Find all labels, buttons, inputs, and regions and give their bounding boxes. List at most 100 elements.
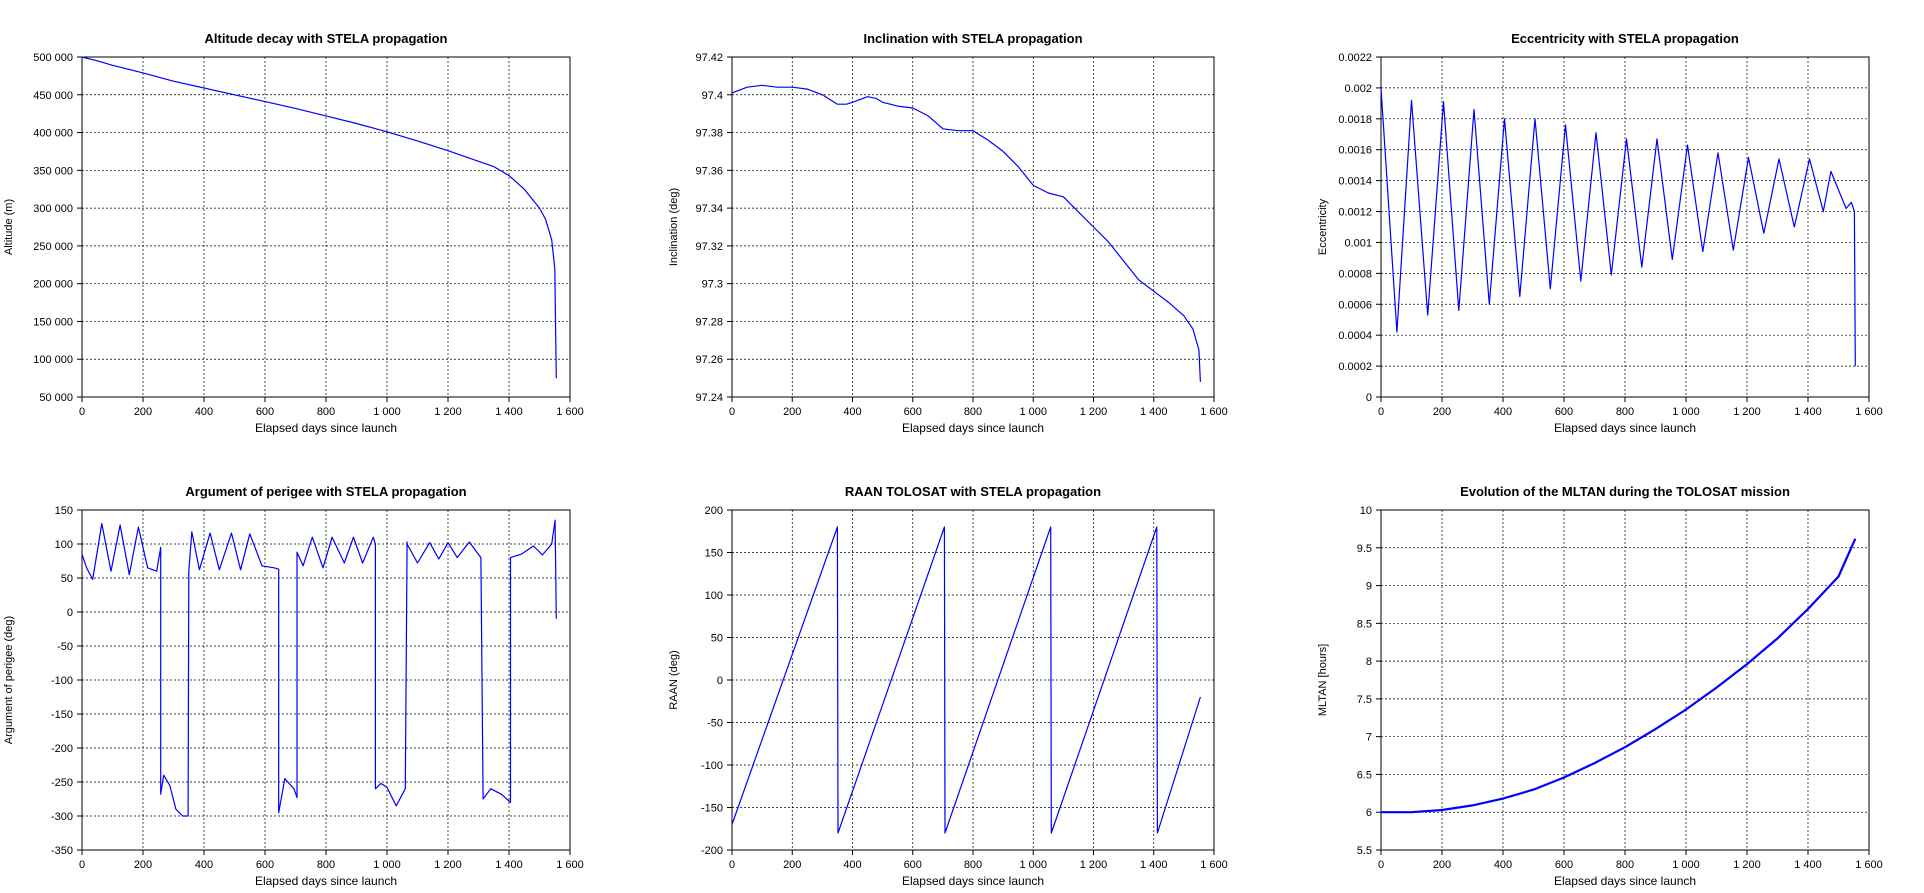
x-axis-label: Elapsed days since launch [255, 874, 397, 888]
y-tick-label: 0.0016 [1338, 145, 1372, 157]
y-tick-label: 97.24 [695, 392, 723, 404]
y-tick-label: 50 [61, 573, 73, 585]
x-axis-label: Elapsed days since launch [902, 421, 1044, 435]
y-tick-label: -150 [51, 709, 73, 721]
x-tick-label: 1 000 [373, 859, 401, 871]
series-line [81, 56, 557, 379]
x-tick-label: 1 200 [1733, 406, 1761, 418]
x-tick-label: 1 400 [495, 406, 523, 418]
chart-5: 0 200 400 600 800 1 000 1 200 1 400 1 600 -200 -15… [668, 484, 1228, 888]
x-tick-label: 0 [79, 859, 85, 871]
y-tick-label: 150 [55, 505, 73, 517]
y-axis-label: RAAN (deg) [668, 650, 680, 709]
x-tick-label: 1 600 [556, 406, 584, 418]
x-tick-label: 600 [1555, 859, 1573, 871]
y-tick-label: 250 000 [33, 241, 73, 253]
x-tick-label: 1 600 [1855, 406, 1883, 418]
y-tick-label: 97.28 [695, 316, 723, 328]
x-tick-label: 1 200 [1733, 859, 1761, 871]
x-tick-label: 400 [195, 859, 213, 871]
x-tick-label: 200 [134, 406, 152, 418]
y-tick-label: 97.34 [695, 203, 723, 215]
y-tick-label: 9 [1366, 581, 1372, 593]
y-tick-label: 97.32 [695, 241, 723, 253]
y-tick-label: 100 000 [33, 354, 73, 366]
chart-title: Inclination with STELA propagation [863, 31, 1082, 46]
y-tick-label: -50 [57, 641, 73, 653]
chart-1: 0 200 400 600 800 1 000 1 200 1 400 1 600 50 000 1… [3, 31, 584, 435]
x-tick-label: 800 [317, 406, 335, 418]
y-tick-label: -100 [51, 675, 73, 687]
y-tick-label: 97.42 [695, 52, 723, 64]
x-tick-label: 800 [964, 406, 982, 418]
x-tick-label: 1 600 [1855, 859, 1883, 871]
x-tick-label: 600 [904, 859, 922, 871]
y-tick-label: -50 [707, 718, 723, 730]
y-tick-label: 200 000 [33, 279, 73, 291]
y-tick-label: 0.0008 [1338, 268, 1372, 280]
x-tick-label: 600 [256, 859, 274, 871]
x-tick-label: 1 400 [1140, 859, 1168, 871]
series-line [731, 526, 1201, 834]
x-tick-label: 200 [134, 859, 152, 871]
y-tick-label: -350 [51, 845, 73, 857]
x-tick-label: 0 [79, 406, 85, 418]
x-tick-label: 1 600 [1200, 406, 1228, 418]
x-tick-label: 1 200 [1080, 859, 1108, 871]
x-tick-label: 0 [1378, 406, 1384, 418]
x-tick-label: 1 200 [434, 406, 462, 418]
x-tick-label: 200 [783, 406, 801, 418]
y-tick-label: 7.5 [1357, 694, 1372, 706]
y-tick-label: 97.3 [702, 279, 723, 291]
x-tick-label: 1 200 [434, 859, 462, 871]
x-tick-label: 1 400 [495, 859, 523, 871]
y-tick-label: 0.0014 [1338, 176, 1372, 188]
x-tick-label: 200 [1433, 859, 1451, 871]
x-tick-label: 200 [1433, 406, 1451, 418]
x-tick-label: 400 [195, 406, 213, 418]
x-tick-label: 800 [1616, 859, 1634, 871]
y-tick-label: 100 [55, 539, 73, 551]
x-axis-label: Elapsed days since launch [255, 421, 397, 435]
x-tick-label: 600 [1555, 406, 1573, 418]
y-tick-label: 500 000 [33, 52, 73, 64]
series-line [81, 519, 557, 817]
x-tick-label: 800 [1616, 406, 1634, 418]
y-tick-label: -300 [51, 811, 73, 823]
series-line [1380, 87, 1856, 367]
chart-2: 0 200 400 600 800 1 000 1 200 1 400 1 600 97.24 97… [668, 31, 1228, 435]
y-axis-label: Eccentricity [1317, 198, 1329, 255]
y-tick-label: 150 000 [33, 316, 73, 328]
y-tick-label: 450 000 [33, 90, 73, 102]
y-tick-label: 0 [1366, 392, 1372, 404]
y-tick-label: 150 [705, 548, 723, 560]
y-tick-label: -100 [701, 760, 723, 772]
y-tick-label: 8.5 [1357, 618, 1372, 630]
y-tick-label: 0.001 [1344, 237, 1372, 249]
y-axis-label: Inclination (deg) [668, 188, 680, 266]
chart-6: 0 200 400 600 800 1 000 1 200 1 400 1 600 5.5 6 6.5… [1317, 484, 1883, 888]
y-tick-label: 0.002 [1344, 83, 1372, 95]
chart-title: Eccentricity with STELA propagation [1511, 31, 1739, 46]
y-tick-label: 0.0022 [1338, 52, 1372, 64]
x-tick-label: 400 [1494, 406, 1512, 418]
y-tick-label: 8 [1366, 656, 1372, 668]
y-axis-label: Argument of perigee (deg) [3, 616, 15, 744]
x-tick-label: 1 600 [556, 859, 584, 871]
y-tick-label: 0.0018 [1338, 114, 1372, 126]
x-tick-label: 0 [729, 859, 735, 871]
x-tick-label: 1 000 [1019, 859, 1047, 871]
y-tick-label: 97.26 [695, 354, 723, 366]
series-line [1381, 538, 1857, 814]
x-tick-label: 1 400 [1794, 406, 1822, 418]
x-tick-label: 600 [904, 406, 922, 418]
y-tick-label: 50 [711, 633, 723, 645]
y-tick-label: 50 000 [39, 392, 73, 404]
x-tick-label: 1 200 [1080, 406, 1108, 418]
x-tick-label: 0 [1378, 859, 1384, 871]
y-tick-label: 6 [1366, 807, 1372, 819]
x-tick-label: 800 [964, 859, 982, 871]
x-tick-label: 1 400 [1140, 406, 1168, 418]
